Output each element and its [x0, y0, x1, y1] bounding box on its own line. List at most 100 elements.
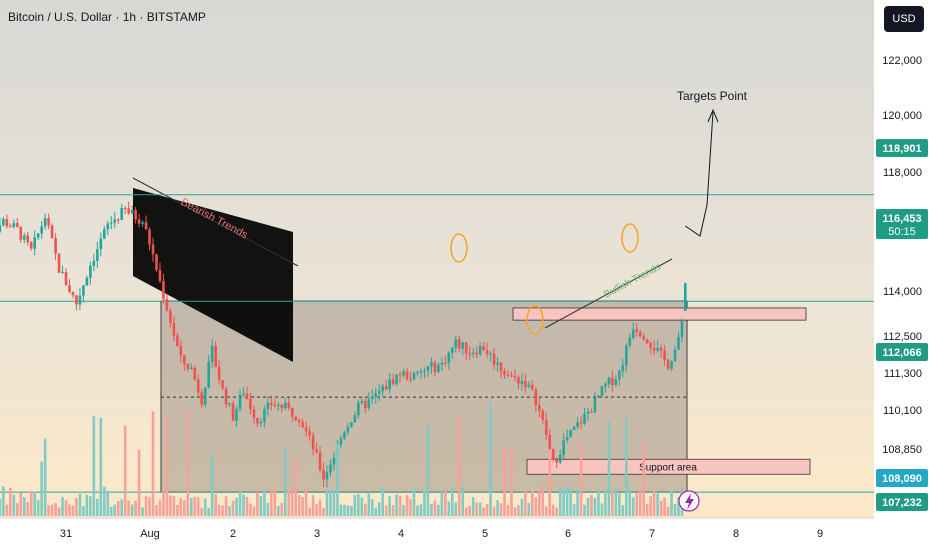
candle: [597, 395, 600, 398]
target-arrowhead: [707, 108, 719, 123]
volume-bar: [524, 489, 527, 516]
candle: [437, 364, 440, 373]
candle: [103, 229, 106, 239]
volume-bar: [210, 454, 214, 516]
candle: [123, 207, 127, 209]
candle: [621, 365, 625, 372]
marker-circle: [450, 233, 468, 263]
volume-bar: [364, 503, 367, 516]
candle: [224, 388, 228, 405]
price-tag-label: 116,453: [882, 213, 921, 225]
volume-bar: [228, 506, 231, 516]
volume-bar: [186, 411, 190, 516]
candle: [645, 339, 649, 344]
candle: [464, 342, 468, 354]
volume-bar: [325, 491, 329, 516]
volume-bar: [106, 490, 110, 516]
volume-bar: [677, 497, 680, 516]
volume-bar: [638, 489, 642, 516]
volume-bar: [604, 490, 607, 516]
candle: [339, 438, 343, 445]
candle: [391, 379, 395, 385]
candle: [130, 209, 134, 214]
candle: [61, 272, 64, 274]
candle: [99, 238, 103, 250]
candle: [370, 396, 374, 400]
candle: [287, 402, 291, 408]
marker-circle: [526, 305, 544, 335]
volume-bar: [548, 449, 552, 516]
currency-button[interactable]: USD: [884, 6, 924, 32]
volume-bar: [635, 492, 639, 516]
candle: [96, 249, 99, 261]
time-tick: 7: [649, 528, 655, 540]
candle: [315, 449, 318, 453]
volume-bar: [412, 486, 416, 516]
volume-bar: [666, 506, 670, 516]
candle: [586, 411, 590, 414]
volume-bar: [478, 502, 482, 516]
volume-bar: [367, 493, 371, 516]
volume-bar: [22, 497, 26, 516]
candle: [527, 384, 531, 387]
volume-bar: [621, 505, 625, 516]
volume-bar: [304, 487, 308, 516]
candle: [210, 346, 214, 362]
price-tick: 111,300: [884, 368, 922, 380]
candle: [496, 362, 499, 365]
candle: [203, 387, 207, 405]
volume-bar: [332, 489, 336, 516]
price-tag: [876, 469, 928, 487]
candle: [360, 401, 364, 403]
volume-bar: [360, 497, 364, 516]
volume-bar: [144, 496, 148, 516]
volume-bar: [301, 497, 304, 516]
volume-bar: [99, 417, 103, 516]
candle: [364, 401, 367, 408]
volume-bar: [384, 505, 388, 516]
volume-bar: [544, 506, 548, 516]
candle: [134, 209, 137, 220]
volume-bar: [130, 504, 134, 516]
candle: [54, 238, 57, 254]
volume-bar: [618, 493, 621, 516]
candle: [2, 219, 5, 226]
volume-bar: [391, 505, 395, 516]
volume-bar: [165, 415, 169, 516]
candle: [92, 260, 96, 266]
candle: [280, 404, 284, 409]
candle: [430, 362, 433, 367]
candle: [517, 377, 520, 384]
volume-bar: [534, 497, 538, 516]
candle: [562, 440, 565, 455]
candle: [144, 222, 148, 230]
volume-bar: [103, 486, 106, 516]
volume-bar: [179, 498, 183, 516]
candle: [259, 421, 263, 424]
candle: [625, 345, 628, 366]
candle: [256, 418, 259, 424]
time-axis-panel: [0, 518, 874, 550]
candle: [297, 420, 301, 423]
candle: [71, 292, 75, 296]
candle: [357, 402, 360, 416]
volume-bar: [600, 503, 604, 516]
volume-bar: [663, 497, 666, 516]
price-tag: [876, 343, 928, 361]
candle: [106, 223, 110, 230]
candle: [26, 235, 30, 243]
volume-bar: [513, 507, 517, 516]
candle: [47, 218, 50, 226]
volume-bar: [576, 488, 579, 516]
volume-bar: [235, 497, 238, 516]
candle: [263, 409, 266, 422]
volume-bar: [116, 501, 120, 516]
candle: [461, 342, 465, 349]
volume-bar: [339, 504, 343, 516]
candle: [631, 329, 635, 338]
volume-bar: [26, 502, 30, 516]
candle: [329, 464, 332, 473]
candle: [343, 432, 346, 439]
